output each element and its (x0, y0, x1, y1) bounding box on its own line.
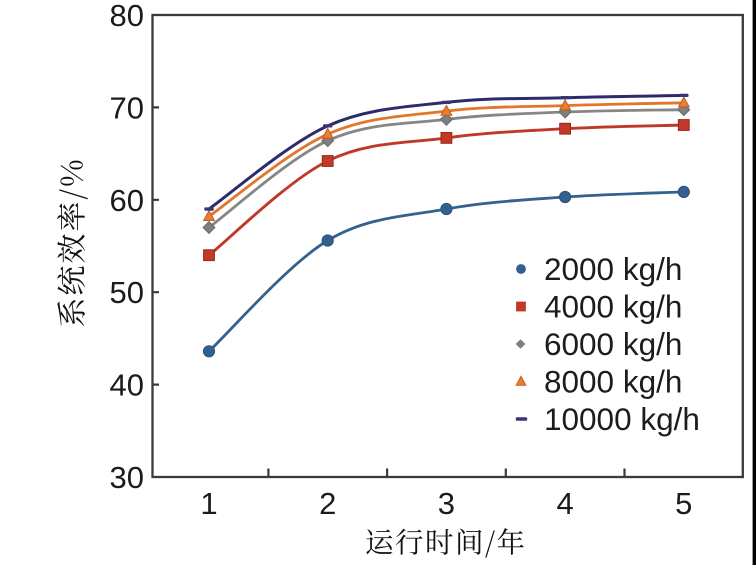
svg-text:4: 4 (556, 486, 573, 521)
svg-text:8000 kg/h: 8000 kg/h (544, 364, 682, 400)
svg-text:70: 70 (110, 90, 144, 125)
svg-text:2000 kg/h: 2000 kg/h (544, 251, 682, 287)
svg-text:60: 60 (110, 183, 144, 218)
svg-text:10000 kg/h: 10000 kg/h (544, 401, 700, 437)
svg-text:80: 80 (110, 0, 144, 33)
svg-text:1: 1 (200, 486, 217, 521)
svg-text:4000 kg/h: 4000 kg/h (544, 289, 682, 325)
svg-text:5: 5 (675, 486, 692, 521)
svg-text:40: 40 (110, 368, 144, 403)
svg-text:6000 kg/h: 6000 kg/h (544, 326, 682, 362)
svg-text:50: 50 (110, 275, 144, 310)
svg-text:30: 30 (110, 460, 144, 495)
svg-text:3: 3 (438, 486, 455, 521)
svg-text:2: 2 (319, 486, 336, 521)
